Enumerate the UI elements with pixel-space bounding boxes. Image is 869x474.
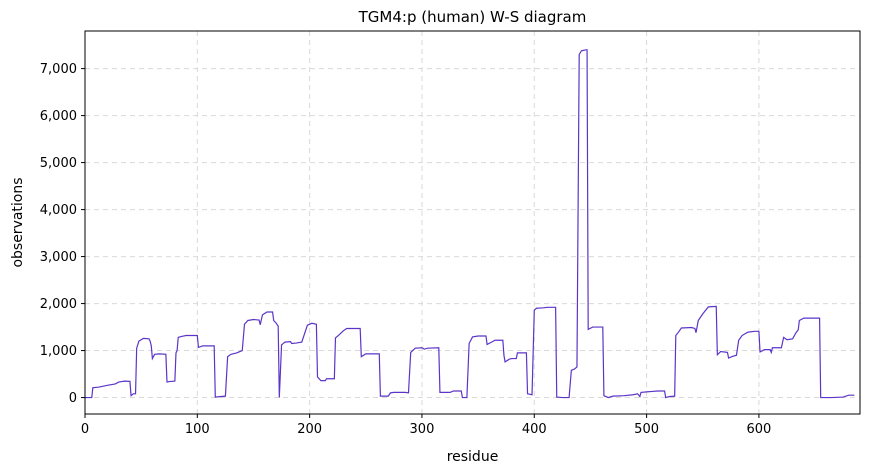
y-tick-label: 1,000 xyxy=(40,344,77,359)
y-tick-label: 6,000 xyxy=(40,109,77,124)
y-tick-label: 5,000 xyxy=(40,156,77,171)
x-tick-label: 500 xyxy=(634,422,659,437)
plot-frame xyxy=(84,30,861,415)
y-axis-label: observations xyxy=(10,177,26,267)
y-tick-label: 0 xyxy=(69,391,77,406)
y-tick-label: 4,000 xyxy=(40,203,77,218)
grid-lines xyxy=(84,31,860,414)
series-line xyxy=(85,49,855,399)
y-tick-label: 2,000 xyxy=(40,297,77,312)
x-tick-label: 400 xyxy=(522,422,547,437)
series-layer xyxy=(85,49,855,399)
x-tick-label: 0 xyxy=(81,422,89,437)
y-tick-label: 7,000 xyxy=(40,62,77,77)
x-tick-label: 200 xyxy=(297,422,322,437)
y-axis-ticks: 0 1,000 2,000 3,000 4,000 5,000 6,000 7,000 xyxy=(40,62,85,406)
x-tick-label: 600 xyxy=(746,422,771,437)
x-tick-label: 300 xyxy=(410,422,435,437)
x-axis-label: residue xyxy=(447,449,499,465)
y-tick-label: 3,000 xyxy=(40,250,77,265)
chart-title: TGM4:p (human) W-S diagram xyxy=(358,8,587,26)
x-axis-ticks: 0 100 200 300 400 500 600 xyxy=(81,414,771,437)
x-tick-label: 100 xyxy=(185,422,210,437)
